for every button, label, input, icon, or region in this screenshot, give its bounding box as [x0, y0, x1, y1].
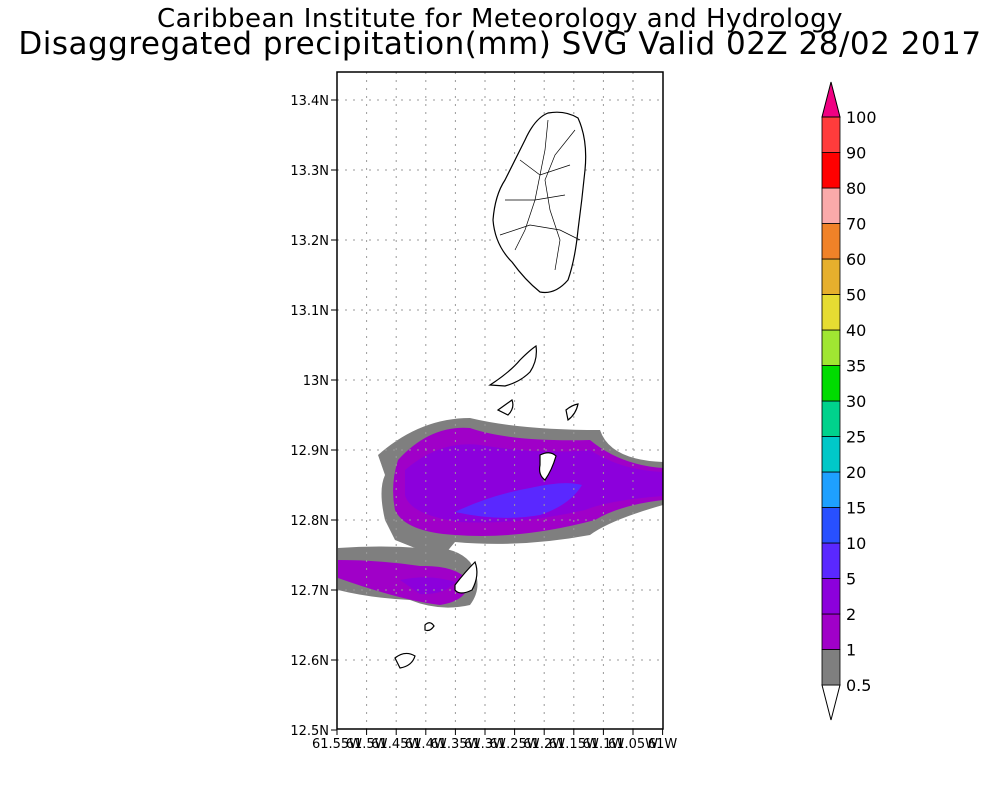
island-small-2 — [394, 652, 416, 669]
lat-tick-label: 13N — [303, 374, 329, 389]
colorbar-swatch — [821, 507, 841, 544]
lon-tick-label: 61.4W — [405, 737, 447, 752]
precip-band-1-south — [338, 560, 469, 605]
precip-band-5 — [455, 483, 582, 518]
precip-band-0-5-gap — [385, 520, 455, 560]
lon-tick-label: 61W — [648, 737, 678, 752]
colorbar-swatch — [821, 294, 841, 331]
colorbar-swatch — [821, 649, 841, 686]
colorbar-swatch — [821, 329, 841, 366]
lat-tick-label: 13.3N — [290, 164, 329, 179]
colorbar-label: 30 — [846, 392, 866, 411]
chart-subtitle: Disaggregated precipitation(mm) SVG Vali… — [18, 26, 982, 62]
colorbar-swatch — [821, 116, 841, 153]
colorbar-swatch — [821, 152, 841, 189]
colorbar-swatch — [821, 365, 841, 402]
precip-band-2 — [405, 444, 663, 523]
map-frame — [336, 71, 664, 730]
lon-tick-label: 61.35W — [430, 737, 480, 752]
colorbar-label: 100 — [846, 108, 877, 127]
colorbar-over-triangle — [821, 81, 841, 118]
precipitation-field — [338, 418, 663, 608]
colorbar-swatch — [821, 542, 841, 579]
colorbar-swatch — [821, 400, 841, 437]
colorbar-label: 15 — [846, 499, 866, 518]
colorbar-label: 80 — [846, 179, 866, 198]
colorbar-swatch — [821, 578, 841, 615]
lat-tick-label: 12.9N — [290, 444, 329, 459]
island-canouan — [565, 403, 579, 422]
colorbar-label: 20 — [846, 463, 866, 482]
colorbar-label: 40 — [846, 321, 866, 340]
colorbar-label: 10 — [846, 534, 866, 553]
colorbar-swatch — [821, 471, 841, 508]
colorbar-label: 70 — [846, 215, 866, 234]
lat-tick-label: 12.8N — [290, 514, 329, 529]
colorbar-swatch — [821, 258, 841, 295]
chart-title: Caribbean Institute for Meteorology and … — [157, 4, 843, 34]
lat-tick-label: 12.5N — [290, 724, 329, 739]
lat-tick-label: 13.2N — [290, 234, 329, 249]
colorbar-swatch — [821, 223, 841, 260]
colorbar-swatch — [821, 613, 841, 650]
parish-boundaries — [499, 119, 581, 271]
lon-tick-label: 61.55W — [312, 737, 362, 752]
island-mustique — [496, 399, 514, 416]
colorbar-swatch — [821, 187, 841, 224]
island-small-1 — [424, 622, 435, 632]
lat-tick-label: 13.4N — [290, 94, 329, 109]
lon-tick-label: 61.2W — [523, 737, 565, 752]
colorbar-under-triangle — [821, 684, 841, 721]
lon-tick-label: 61.15W — [549, 737, 599, 752]
colorbar-label: 25 — [846, 428, 866, 447]
colorbar-label: 50 — [846, 286, 866, 305]
lat-tick-label: 12.7N — [290, 584, 329, 599]
island-carriacou — [454, 560, 478, 594]
colorbar-label: 35 — [846, 357, 866, 376]
colorbar-swatch — [821, 436, 841, 473]
lon-tick-label: 61.45W — [371, 737, 421, 752]
island-mayreau-tobago-cays — [538, 452, 557, 481]
colorbar-label: 2 — [846, 605, 856, 624]
map-grid — [337, 72, 663, 729]
lon-tick-label: 61.1W — [582, 737, 624, 752]
colorbar-swatches — [821, 81, 841, 721]
colorbar-label: 5 — [846, 570, 856, 589]
lat-tick-label: 12.6N — [290, 654, 329, 669]
colorbar-label: 1 — [846, 641, 856, 660]
colorbar-label: 0.5 — [846, 676, 871, 695]
map-axes: 13.4N 13.3N 13.2N 13.1N 13N 12.9N 12.8N 12.7N 12… — [290, 94, 677, 752]
island-bequia — [488, 344, 537, 387]
lon-tick-label: 61.3W — [464, 737, 506, 752]
lon-tick-label: 61.25W — [490, 737, 540, 752]
lat-tick-label: 13.1N — [290, 304, 329, 319]
colorbar-label: 90 — [846, 144, 866, 163]
colorbar-label: 60 — [846, 250, 866, 269]
lon-tick-label: 61.05W — [608, 737, 658, 752]
lon-tick-label: 61.5W — [346, 737, 388, 752]
